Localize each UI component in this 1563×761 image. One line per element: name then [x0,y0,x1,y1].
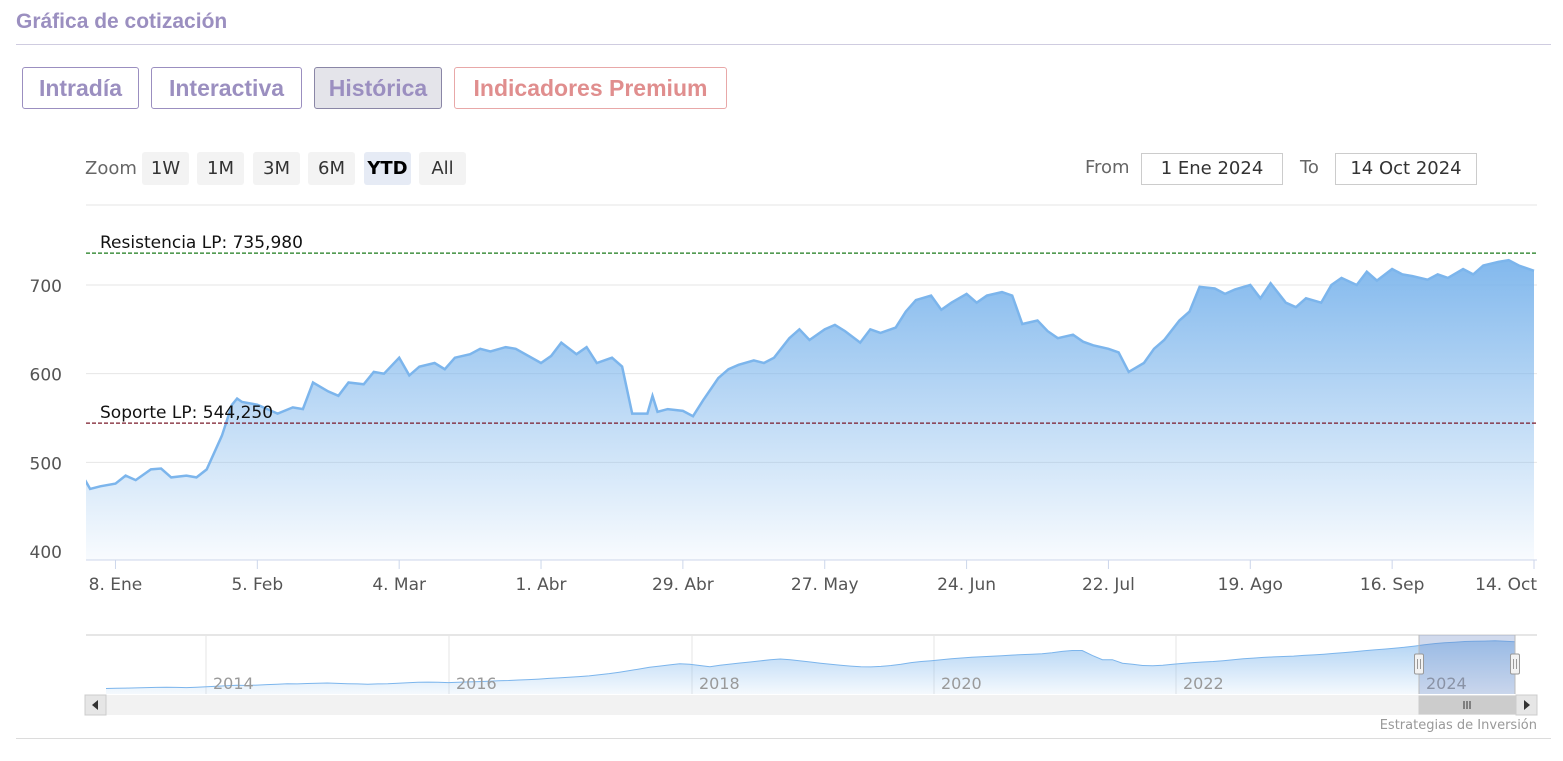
tab-interactiva[interactable]: Interactiva [151,67,302,109]
zoom-6m-button[interactable]: 6M [308,152,355,185]
series-group [86,258,1535,560]
range-to-input[interactable]: 14 Oct 2024 [1335,153,1477,185]
x-tick-label: 24. Jun [937,575,996,595]
navigator-year-label: 2020 [941,674,982,693]
chart-credit: Estrategias de Inversión [1379,718,1537,733]
handle-body [1414,653,1424,675]
scroll-right-arrow-icon [1524,700,1530,710]
zoom-1w-button[interactable]: 1W [142,152,189,185]
navigator-selection[interactable] [1419,635,1515,694]
y-tick-label: 400 [30,543,62,563]
tab-historica[interactable]: Histórica [314,67,442,109]
x-tick-label: 5. Feb [231,575,283,595]
navigator-year-label: 2014 [213,674,254,693]
price-area [86,260,1534,560]
zoom-all-button[interactable]: All [419,152,466,185]
scroll-left-arrow-icon [92,700,98,710]
navigator-line [105,640,1516,689]
x-tick-label: 1. Abr [516,575,567,595]
support-label: Soporte LP: 544,250 [100,403,273,423]
zoom-1m-button[interactable]: 1M [197,152,244,185]
tab-intradia[interactable]: Intradía [22,67,139,109]
x-tick-label: 16. Sep [1360,575,1424,595]
page-title: Gráfica de cotización [16,10,228,33]
zoom-3m-button[interactable]: 3M [253,152,300,185]
x-tick-label: 22. Jul [1082,575,1135,595]
range-from-input[interactable]: 1 Ene 2024 [1141,153,1283,185]
navigator-year-label: 2016 [456,674,497,693]
navigator-left-handle[interactable] [1414,653,1424,675]
x-tick-label: 27. May [791,575,859,595]
y-tick-label: 500 [30,454,62,474]
navigator-year-label: 2018 [699,674,740,693]
x-tick-label: 4. Mar [372,575,426,595]
bottom-divider [16,738,1551,739]
x-tick-label: 29. Abr [652,575,714,595]
navigator-year-label: 2022 [1183,674,1224,693]
range-from-label: From [1085,157,1130,178]
navigator-year-label: 2024 [1426,674,1467,693]
navigator-area [106,640,1515,694]
x-tick-label: 14. Oct [1475,575,1537,595]
x-tick-label: 19. Ago [1218,575,1283,595]
handle-body [1510,653,1520,675]
y-tick-label: 700 [30,277,62,297]
price-line [86,258,1535,491]
zoom-ytd-button[interactable]: YTD [364,152,411,185]
x-tick-label: 8. Ene [89,575,143,595]
title-divider [16,44,1551,45]
y-tick-label: 600 [30,366,62,386]
resistance-label: Resistencia LP: 735,980 [100,233,303,253]
range-to-label: To [1300,157,1319,178]
navigator-right-handle[interactable] [1510,653,1520,675]
scrollbar-track[interactable] [85,695,1537,715]
zoom-label: Zoom [85,158,137,179]
tab-indicadores-premium[interactable]: Indicadores Premium [454,67,727,109]
